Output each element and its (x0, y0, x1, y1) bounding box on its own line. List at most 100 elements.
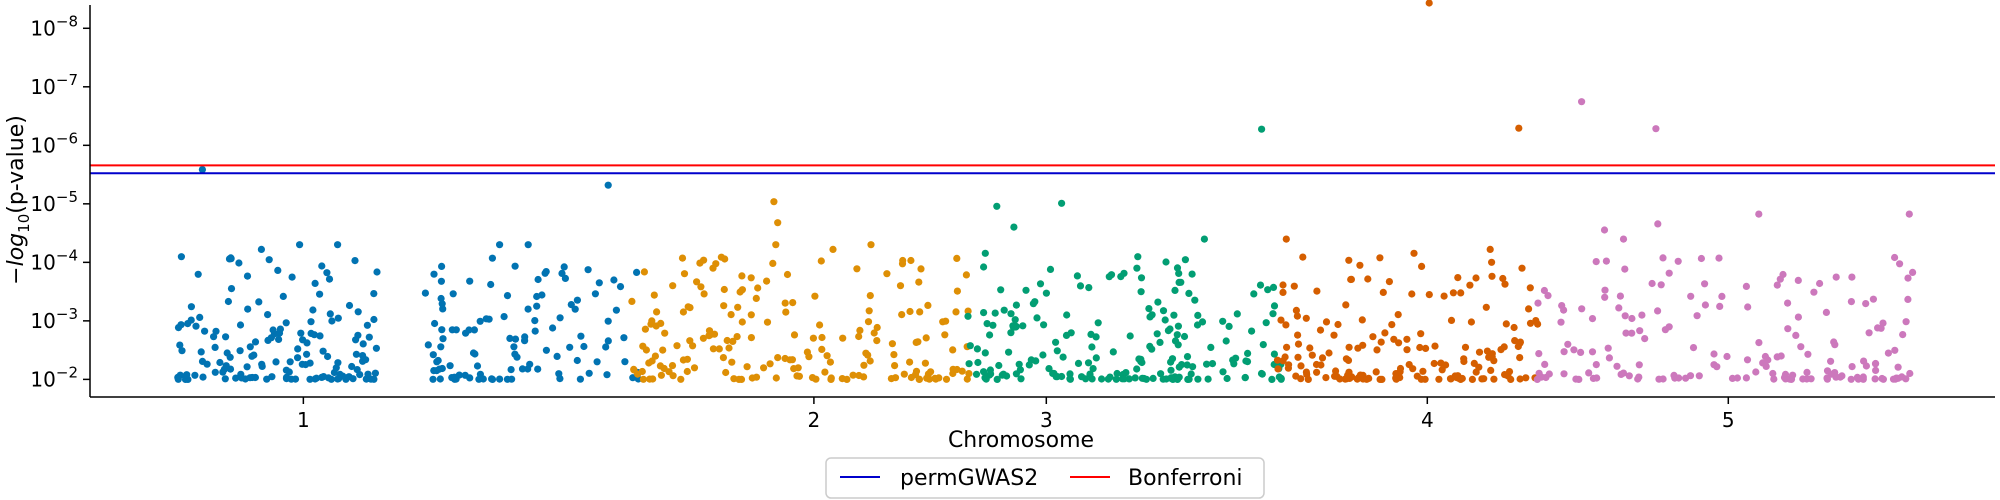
snp-point (1794, 276, 1802, 284)
snp-point (243, 272, 252, 280)
snp-point (612, 306, 621, 314)
snp-point (258, 360, 266, 368)
snp-point (788, 356, 797, 364)
snp-point (1104, 375, 1112, 383)
snp-point (1909, 268, 1917, 276)
snp-point (639, 375, 648, 383)
snp-point (1173, 331, 1181, 339)
snp-point (1502, 320, 1510, 328)
snp-point (1784, 299, 1792, 307)
snp-point (1148, 311, 1156, 319)
snp-point (686, 304, 694, 312)
snp-point (1904, 274, 1912, 282)
snp-point (1435, 375, 1443, 383)
snp-point (1330, 331, 1338, 339)
snp-point (236, 347, 244, 355)
snp-point (867, 241, 875, 249)
snp-point (942, 375, 951, 383)
snp-point (1621, 265, 1629, 273)
snp-point (1454, 274, 1462, 282)
snp-point (1256, 281, 1265, 289)
snp-point (524, 365, 532, 373)
snp-point (923, 374, 931, 382)
snp-point (1416, 343, 1424, 352)
snp-point (211, 343, 219, 351)
snp-point (866, 357, 874, 365)
snp-point (748, 374, 756, 382)
snp-point (479, 375, 487, 383)
snp-point (1792, 331, 1800, 339)
snp-point (1194, 375, 1202, 383)
snp-point (1273, 356, 1282, 364)
snp-point (534, 275, 542, 284)
snp-point (931, 374, 939, 382)
snp-point (953, 365, 961, 374)
snp-point (866, 292, 874, 300)
snp-point (982, 375, 990, 383)
snp-point (1277, 375, 1285, 383)
snp-point (1482, 303, 1490, 311)
snp-point (1534, 320, 1542, 328)
snp-point (1395, 339, 1403, 347)
snp-point (1592, 361, 1600, 369)
snp-point (911, 371, 920, 379)
snp-point (439, 335, 447, 343)
snp-point (1457, 289, 1465, 297)
snp-point (678, 254, 687, 262)
snp-point (916, 308, 924, 316)
snp-point (1534, 299, 1542, 307)
snp-point (1872, 359, 1880, 368)
snp-point (1578, 98, 1586, 106)
snp-point (998, 371, 1006, 379)
snp-point (645, 359, 653, 367)
snp-point (174, 375, 182, 383)
snp-point (1447, 316, 1456, 324)
snp-point (1313, 287, 1321, 295)
snp-point (1378, 375, 1386, 383)
snp-point (276, 325, 284, 333)
snp-point (734, 303, 742, 311)
snp-point (1540, 286, 1548, 295)
snp-point (437, 343, 445, 351)
snp-point (1292, 306, 1300, 314)
snp-point (1617, 370, 1625, 378)
snp-point (1848, 273, 1856, 281)
snp-point (983, 320, 991, 328)
snp-point (1342, 301, 1350, 309)
snp-point (1438, 366, 1446, 374)
snp-point (1353, 375, 1361, 383)
snp-point (1364, 275, 1372, 283)
snp-point (461, 371, 469, 379)
snp-point (1425, 291, 1433, 299)
snp-point (686, 337, 694, 345)
snp-point (238, 374, 246, 382)
snp-point (511, 262, 519, 270)
snp-point (1168, 355, 1177, 363)
snp-point (294, 354, 302, 362)
snp-point (1000, 306, 1008, 314)
snp-point (429, 375, 437, 383)
snp-point (1616, 292, 1624, 300)
snp-point (1755, 339, 1763, 347)
snp-point (965, 370, 973, 378)
snp-point (766, 360, 774, 368)
snp-point (268, 373, 276, 381)
snp-point (621, 358, 629, 366)
snp-point (584, 266, 592, 274)
snp-point (1178, 361, 1186, 369)
snp-point (1388, 321, 1396, 329)
snp-point (1268, 375, 1276, 383)
snp-point (1113, 369, 1121, 378)
snp-point (1601, 293, 1609, 301)
snp-point (986, 331, 994, 339)
snp-point (476, 317, 484, 325)
snp-point (469, 349, 478, 357)
snp-point (1652, 125, 1660, 133)
snp-point (1345, 343, 1353, 351)
snp-point (1094, 319, 1102, 327)
snp-point (1356, 261, 1364, 269)
snp-point (641, 325, 650, 333)
snp-point (1902, 318, 1910, 326)
snp-point (1405, 361, 1413, 369)
snp-point (1258, 125, 1266, 133)
